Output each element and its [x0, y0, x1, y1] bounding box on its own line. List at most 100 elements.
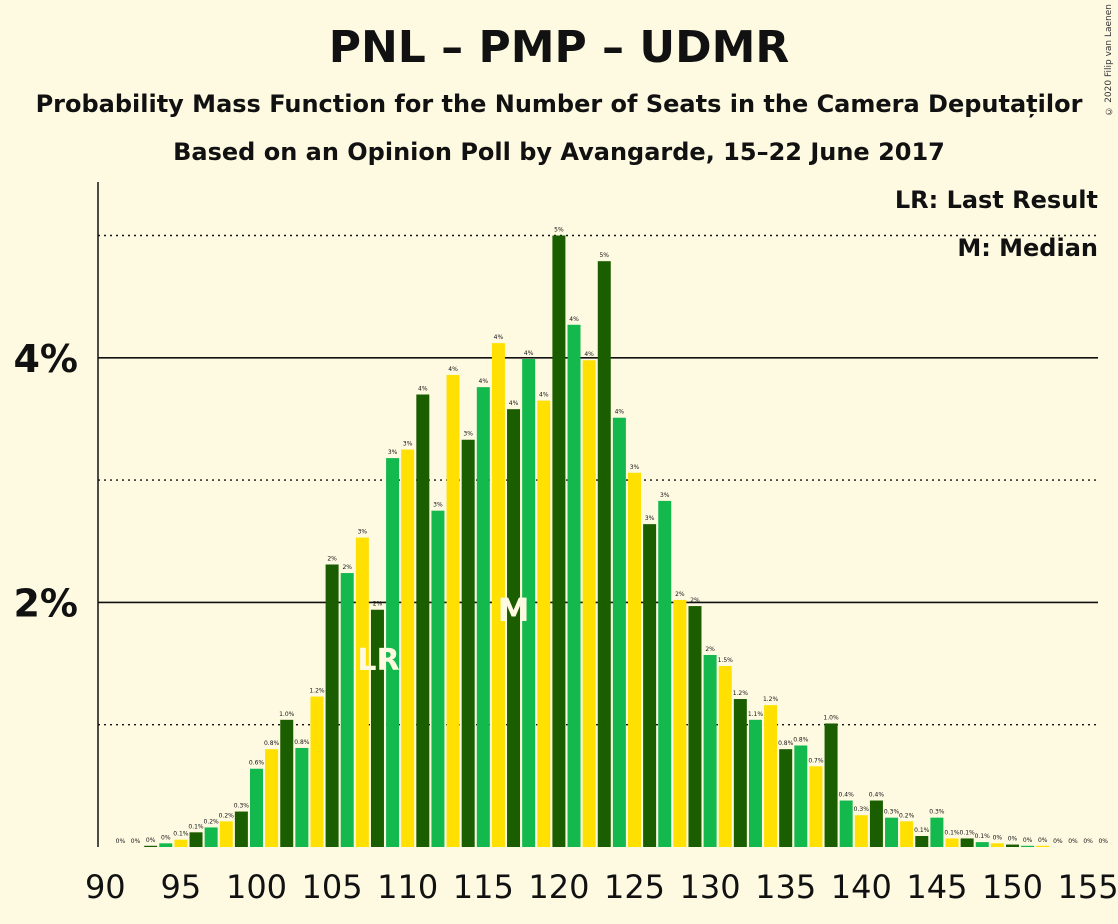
bar-seat-113: [446, 374, 460, 847]
bar-value-label: 1.0%: [279, 711, 295, 718]
bar-value-label: 0%: [1068, 838, 1078, 845]
bar-seat-128: [673, 599, 687, 847]
bar-seat-135: [779, 749, 793, 847]
bar-value-label: 1.2%: [763, 696, 779, 703]
bar-value-label: 0%: [131, 838, 141, 845]
x-tick-label: 130: [680, 868, 741, 906]
bar-seat-140: [854, 815, 868, 847]
markers-group: LR M: [357, 591, 529, 678]
bar-value-label: 4%: [418, 385, 428, 392]
bar-value-label: 3%: [403, 441, 413, 448]
bar-value-label: 4%: [569, 316, 579, 323]
bar-value-label: 0.1%: [960, 829, 976, 836]
bar-value-label: 0.1%: [188, 823, 204, 830]
bar-value-label: 0.1%: [944, 829, 960, 836]
bar-seat-106: [340, 573, 354, 847]
bar-seat-149: [990, 843, 1004, 847]
bar-seat-109: [386, 458, 400, 847]
x-tick-label: 115: [453, 868, 514, 906]
bar-value-label: 0%: [146, 837, 156, 844]
bar-seat-129: [688, 606, 702, 847]
bar-value-label: 2%: [342, 564, 352, 571]
bar-value-label: 0.4%: [869, 792, 885, 799]
bar-seat-144: [915, 835, 929, 847]
bar-seat-137: [809, 766, 823, 847]
bar-value-label: 0.8%: [264, 740, 280, 747]
bar-seat-93: [144, 845, 158, 847]
bar-seat-145: [930, 817, 944, 847]
bar-seat-97: [204, 827, 218, 847]
y-tick-label: 4%: [13, 337, 78, 381]
bar-value-label: 0.6%: [249, 760, 265, 767]
bar-seat-94: [159, 843, 173, 847]
bar-seat-133: [748, 719, 762, 847]
bar-seat-101: [265, 749, 279, 847]
bars-group: [144, 235, 1050, 848]
bar-value-label: 2%: [690, 597, 700, 604]
bar-seat-150: [1006, 844, 1019, 847]
bar-seat-116: [491, 343, 505, 847]
bar-value-label: 2%: [327, 555, 337, 562]
bar-value-label: 4%: [615, 409, 625, 416]
bar-seat-103: [295, 747, 309, 847]
bar-value-label: 4%: [494, 334, 504, 341]
x-tick-label: 90: [85, 868, 126, 906]
bar-seat-152: [1036, 845, 1050, 847]
bar-value-label: 1.0%: [823, 714, 839, 721]
bar-value-label: 4%: [524, 350, 534, 357]
bar-seat-127: [658, 500, 672, 847]
bar-value-label: 0.2%: [204, 818, 220, 825]
bar-seat-131: [718, 665, 732, 847]
bar-value-label: 0.3%: [854, 806, 870, 813]
bar-value-label: 0%: [1038, 837, 1048, 844]
bar-value-label: 0%: [161, 834, 171, 841]
bar-value-label: 3%: [388, 449, 398, 456]
bar-value-label: 0.2%: [219, 812, 235, 819]
bar-value-label: 3%: [630, 464, 640, 471]
bar-seat-115: [476, 387, 490, 847]
bar-value-label: 3%: [645, 515, 655, 522]
bar-seat-143: [900, 821, 914, 847]
bar-seat-108: [370, 609, 384, 847]
bar-value-label: 0%: [1023, 837, 1033, 844]
bar-value-label: 3%: [463, 431, 473, 438]
bar-seat-121: [567, 324, 581, 847]
bar-value-label: 4%: [539, 392, 549, 399]
bar-value-label: 2%: [705, 646, 715, 653]
bar-value-label: 0%: [1008, 836, 1018, 843]
bar-seat-105: [325, 564, 339, 847]
bar-seat-111: [416, 394, 430, 847]
bar-seat-117: [507, 409, 521, 847]
bar-value-label: 0.8%: [778, 740, 794, 747]
bar-value-label: 5%: [599, 252, 609, 259]
bar-value-label: 4%: [448, 366, 458, 373]
bar-value-label: 0%: [1083, 838, 1093, 845]
bar-seat-148: [975, 842, 989, 847]
bar-value-label: 5%: [554, 227, 564, 234]
legend-last-result: LR: Last Result: [894, 186, 1098, 214]
bar-seat-98: [219, 821, 233, 847]
chart-subtitle: Probability Mass Function for the Number…: [35, 90, 1083, 118]
x-tick-label: 95: [161, 868, 202, 906]
bar-seat-126: [643, 524, 657, 847]
x-tick-label: 135: [755, 868, 816, 906]
bar-seat-119: [537, 400, 551, 847]
bar-value-label: 0.1%: [975, 833, 991, 840]
bar-seat-95: [174, 839, 188, 847]
bar-value-label: 0.8%: [793, 736, 809, 743]
x-tick-label: 145: [906, 868, 967, 906]
bar-seat-138: [824, 723, 838, 847]
bar-value-label: 2%: [675, 591, 685, 598]
bar-seat-146: [945, 838, 959, 847]
bar-value-label: 3%: [433, 502, 443, 509]
bar-seat-122: [582, 360, 596, 847]
bar-seat-102: [280, 719, 294, 847]
bar-value-label: 0.8%: [294, 739, 310, 746]
bar-value-label: 4%: [479, 378, 489, 385]
bar-seat-151: [1021, 845, 1035, 847]
bar-seat-134: [764, 705, 778, 847]
bar-seat-114: [461, 439, 475, 847]
bar-value-label: 3%: [660, 492, 670, 499]
bar-seat-142: [885, 817, 899, 847]
